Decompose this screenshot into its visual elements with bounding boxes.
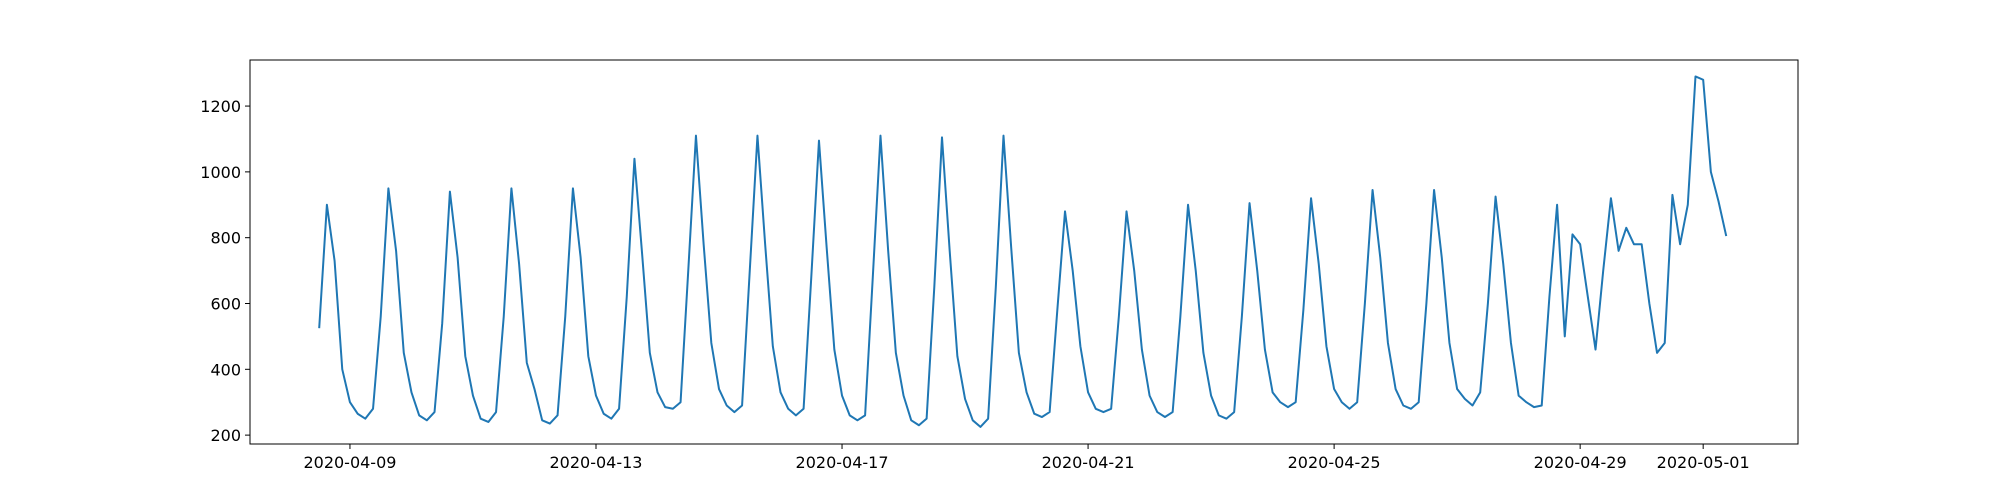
x-tick-label: 2020-04-25	[1288, 453, 1381, 472]
plot-frame	[249, 59, 1799, 445]
data-line	[318, 75, 1728, 428]
y-tick-label: 600	[210, 294, 241, 313]
y-tick-label: 1200	[200, 97, 241, 116]
x-tick-label: 2020-04-13	[550, 453, 643, 472]
y-tick-label: 200	[210, 426, 241, 445]
y-tick-label: 1000	[200, 163, 241, 182]
x-tick-label: 2020-05-01	[1657, 453, 1750, 472]
x-tick-label: 2020-04-29	[1534, 453, 1627, 472]
x-tick-label: 2020-04-21	[1042, 453, 1135, 472]
y-tick-label: 800	[210, 229, 241, 248]
y-tick-label: 400	[210, 360, 241, 379]
x-tick-label: 2020-04-09	[303, 453, 396, 472]
x-tick-label: 2020-04-17	[796, 453, 889, 472]
